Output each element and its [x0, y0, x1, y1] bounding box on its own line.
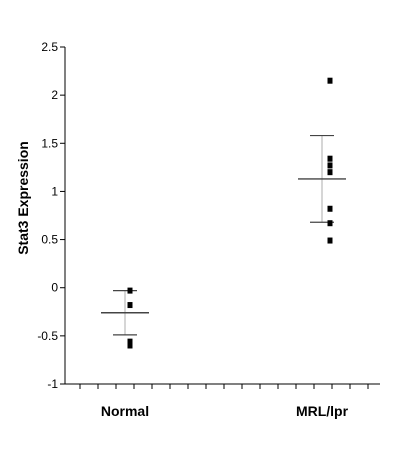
y-tick-label: 1.5 — [41, 136, 58, 150]
series-group — [298, 77, 346, 244]
data-point — [327, 220, 333, 227]
y-tick-label: -0.5 — [37, 329, 58, 343]
y-tick-label: 0.5 — [41, 233, 58, 247]
y-tick-label: 2.5 — [41, 40, 58, 54]
data-point — [327, 169, 333, 176]
y-tick-label: 1 — [51, 184, 58, 198]
y-tick-label: -1 — [47, 377, 58, 391]
y-tick-label: 2 — [51, 88, 58, 102]
data-point — [327, 77, 333, 84]
series-group — [101, 287, 149, 349]
data-point — [127, 342, 133, 349]
y-tick-label: 0 — [51, 281, 58, 295]
data-point — [127, 287, 133, 294]
data-point — [327, 205, 333, 212]
data-point — [127, 302, 133, 309]
data-point — [327, 155, 333, 162]
data-point — [327, 162, 333, 169]
data-point — [127, 338, 133, 345]
x-category-label: MRL/lpr — [296, 403, 349, 419]
data-point — [327, 237, 333, 244]
y-axis-title: Stat3 Expression — [15, 141, 31, 255]
x-category-label: Normal — [101, 403, 149, 419]
